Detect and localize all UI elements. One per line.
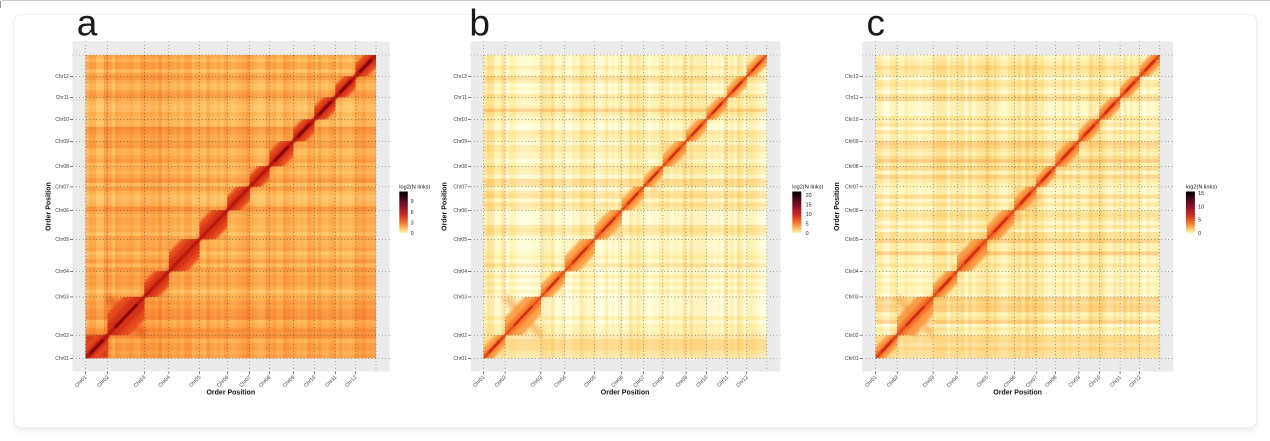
svg-text:Chr12: Chr12: [1128, 375, 1142, 389]
svg-text:Chr05: Chr05: [188, 375, 202, 389]
svg-text:0: 0: [806, 231, 809, 237]
svg-text:Chr02: Chr02: [453, 333, 467, 339]
svg-text:Chr11: Chr11: [56, 95, 69, 101]
svg-text:Chr04: Chr04: [946, 375, 960, 389]
svg-text:Chr08: Chr08: [652, 375, 666, 389]
svg-text:Chr08: Chr08: [453, 164, 467, 170]
svg-text:Chr11: Chr11: [454, 95, 467, 101]
svg-text:log2(N links): log2(N links): [399, 185, 430, 191]
svg-text:Chr02: Chr02: [845, 333, 859, 339]
svg-text:Chr09: Chr09: [675, 375, 689, 389]
svg-text:3: 3: [411, 220, 414, 226]
svg-text:Chr07: Chr07: [632, 375, 646, 389]
svg-text:0: 0: [411, 231, 414, 237]
svg-text:Chr09: Chr09: [845, 139, 859, 145]
svg-text:Chr03: Chr03: [55, 295, 69, 301]
svg-text:Chr05: Chr05: [453, 237, 467, 243]
svg-text:Chr04: Chr04: [158, 375, 172, 389]
svg-text:log2(N links): log2(N links): [1186, 185, 1217, 191]
svg-text:Chr03: Chr03: [922, 375, 936, 389]
svg-text:5: 5: [1198, 218, 1201, 224]
svg-text:Chr10: Chr10: [695, 375, 709, 389]
svg-text:Order Position: Order Position: [45, 182, 52, 231]
svg-text:Chr09: Chr09: [453, 139, 467, 145]
svg-text:Chr01: Chr01: [55, 356, 69, 362]
svg-text:Chr11: Chr11: [716, 375, 730, 389]
svg-text:6: 6: [411, 210, 414, 216]
svg-text:20: 20: [806, 193, 812, 199]
svg-text:Order Position: Order Position: [442, 182, 449, 231]
svg-text:Chr11: Chr11: [845, 95, 858, 101]
svg-text:Chr04: Chr04: [453, 269, 467, 275]
svg-text:Chr03: Chr03: [133, 375, 147, 389]
svg-text:Chr05: Chr05: [976, 375, 990, 389]
svg-text:Chr12: Chr12: [344, 375, 358, 389]
svg-text:15: 15: [806, 203, 812, 209]
svg-text:Chr06: Chr06: [1003, 375, 1017, 389]
svg-text:Chr03: Chr03: [530, 375, 544, 389]
svg-text:Chr11: Chr11: [1109, 375, 1123, 389]
svg-text:c: c: [867, 3, 886, 44]
svg-text:Chr08: Chr08: [845, 164, 859, 170]
svg-text:5: 5: [806, 222, 809, 228]
svg-text:Chr07: Chr07: [238, 375, 252, 389]
svg-text:Chr02: Chr02: [55, 333, 69, 339]
svg-text:Chr04: Chr04: [553, 375, 567, 389]
svg-text:Chr01: Chr01: [472, 375, 486, 389]
svg-text:Chr01: Chr01: [453, 356, 467, 362]
svg-text:10: 10: [1198, 204, 1204, 210]
svg-text:Chr08: Chr08: [55, 164, 69, 170]
svg-text:Chr10: Chr10: [845, 117, 859, 123]
svg-text:Chr10: Chr10: [453, 117, 467, 123]
svg-text:Chr02: Chr02: [886, 375, 900, 389]
svg-text:Chr12: Chr12: [735, 375, 749, 389]
svg-text:10: 10: [806, 212, 812, 218]
svg-text:a: a: [77, 3, 98, 44]
svg-text:Chr09: Chr09: [282, 375, 296, 389]
svg-text:Chr10: Chr10: [303, 375, 317, 389]
svg-text:Chr05: Chr05: [55, 237, 69, 243]
svg-text:Chr01: Chr01: [864, 375, 878, 389]
svg-text:Chr03: Chr03: [845, 295, 859, 301]
svg-text:Chr10: Chr10: [1088, 375, 1102, 389]
svg-text:Chr01: Chr01: [74, 375, 88, 389]
svg-text:Chr12: Chr12: [845, 74, 859, 80]
svg-text:log2(N links): log2(N links): [792, 185, 823, 191]
svg-text:Chr11: Chr11: [324, 375, 338, 389]
svg-text:Chr04: Chr04: [55, 269, 69, 275]
svg-text:Chr07: Chr07: [453, 185, 467, 191]
svg-text:b: b: [469, 3, 490, 44]
svg-text:Chr06: Chr06: [845, 208, 859, 214]
svg-text:Chr03: Chr03: [453, 295, 467, 301]
svg-text:Chr06: Chr06: [610, 375, 624, 389]
svg-text:Chr12: Chr12: [55, 74, 69, 80]
svg-text:Chr06: Chr06: [216, 375, 230, 389]
svg-text:Chr10: Chr10: [55, 117, 69, 123]
svg-text:Chr02: Chr02: [494, 375, 508, 389]
svg-text:0: 0: [1198, 231, 1201, 237]
svg-text:Chr05: Chr05: [583, 375, 597, 389]
svg-text:Order Position: Order Position: [834, 182, 841, 231]
svg-text:Chr09: Chr09: [1068, 375, 1082, 389]
svg-text:Order Position: Order Position: [993, 390, 1042, 397]
svg-text:Chr05: Chr05: [845, 237, 859, 243]
svg-text:Order Position: Order Position: [601, 390, 650, 397]
svg-text:15: 15: [1198, 191, 1204, 197]
svg-text:Chr06: Chr06: [55, 208, 69, 214]
svg-text:Chr09: Chr09: [55, 139, 69, 145]
svg-text:Chr04: Chr04: [845, 269, 859, 275]
svg-text:Chr07: Chr07: [55, 185, 69, 191]
svg-text:Chr12: Chr12: [453, 74, 467, 80]
svg-text:Chr01: Chr01: [845, 356, 859, 362]
svg-text:9: 9: [411, 199, 414, 205]
svg-text:Chr08: Chr08: [1044, 375, 1058, 389]
svg-text:Order Position: Order Position: [206, 390, 255, 397]
svg-text:Chr07: Chr07: [1025, 375, 1039, 389]
svg-text:Chr06: Chr06: [453, 208, 467, 214]
svg-text:Chr07: Chr07: [845, 185, 859, 191]
svg-text:Chr02: Chr02: [96, 375, 110, 389]
svg-text:Chr08: Chr08: [258, 375, 272, 389]
